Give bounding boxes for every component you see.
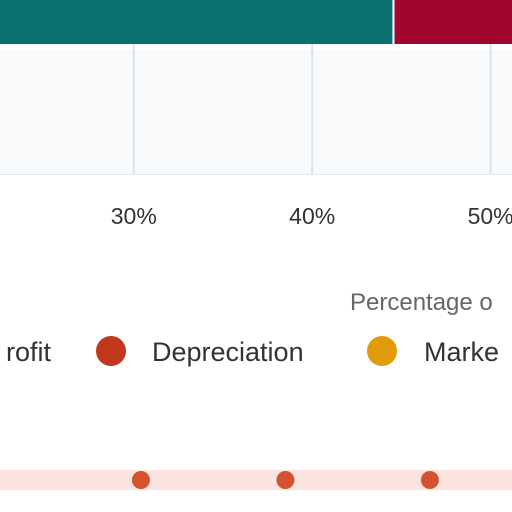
bar-segment-2 (394, 0, 512, 44)
legend-label-1: rofit (6, 337, 52, 367)
legend-title: Percentage o (350, 289, 493, 316)
bar-segment-1 (0, 0, 393, 44)
rug-band (0, 470, 512, 490)
x-tick-label-40: 40% (289, 203, 335, 229)
rug-point-2 (276, 471, 295, 489)
plot-panel (0, 50, 512, 174)
rug-point-1 (131, 471, 150, 489)
x-tick-label-50: 50% (468, 203, 512, 229)
rug-point-3 (420, 471, 439, 489)
legend-marker-3 (367, 336, 397, 366)
legend-marker-2 (96, 336, 126, 366)
x-tick-label-30: 30% (111, 203, 157, 229)
legend-label-2: Depreciation (152, 337, 304, 367)
legend-label-3: Marke (424, 337, 499, 367)
